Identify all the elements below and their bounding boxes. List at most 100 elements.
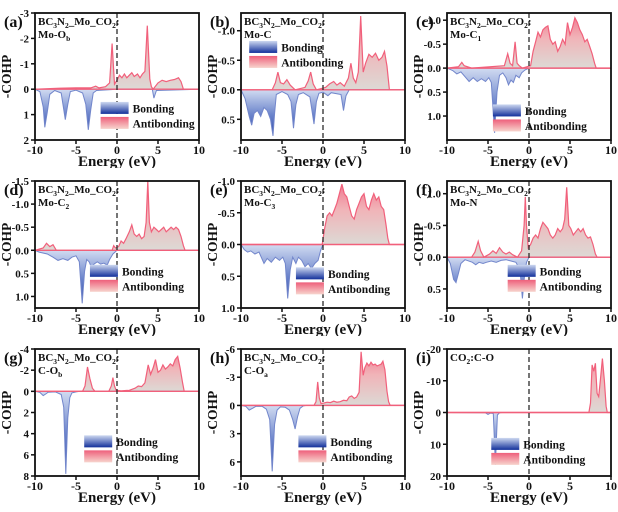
y-tick-label: 4 — [24, 429, 30, 441]
x-tick-label: 10 — [193, 143, 205, 157]
panel-letter: (f) — [416, 182, 432, 199]
panel-title-line: BC3N2_Mo_CO2: — [244, 352, 326, 366]
x-tick-label: -5 — [277, 143, 287, 157]
x-tick-label: -10 — [27, 311, 43, 325]
bonding-curve — [240, 244, 405, 299]
y-tick-label: 0.5 — [427, 87, 441, 99]
x-tick-label: 5 — [567, 143, 573, 157]
y-tick-label: 0.0 — [427, 252, 441, 264]
y-axis-title: -COHP — [0, 223, 14, 267]
x-tick-label: 5 — [155, 479, 161, 493]
y-tick-label: 1.0 — [15, 291, 29, 303]
panel-title-line: Mo-C — [244, 29, 272, 41]
panel-title-line: BC3N2_Mo_CO2: — [38, 16, 120, 30]
legend-bonding-label: Bonding — [281, 42, 323, 54]
panel-f: -1.0 -0.5 0.0 0.5 -10 -5 0 5 10 Energy (eV) -COHP (… — [412, 168, 618, 336]
legend-antibonding-label: Antibonding — [540, 281, 602, 293]
x-tick-label: -10 — [439, 479, 455, 493]
x-tick-label: 10 — [399, 311, 411, 325]
y-tick-label: 1.0 — [427, 111, 441, 123]
panel-letter: (b) — [210, 14, 230, 31]
x-tick-label: -10 — [439, 143, 455, 157]
panel-title-line: BC3N2_Mo_CO2: — [244, 16, 326, 30]
x-tick-label: 5 — [155, 143, 161, 157]
x-tick-label: 5 — [155, 311, 161, 325]
legend-bonding-swatch — [89, 264, 118, 277]
y-tick-label: -3 — [20, 8, 30, 20]
legend-bonding-label: Bonding — [540, 266, 582, 278]
x-tick-label: 0 — [114, 479, 120, 493]
panel-f-chart: -1.0 -0.5 0.0 0.5 -10 -5 0 5 10 Energy (eV) -COHP (… — [412, 180, 617, 336]
x-tick-label: 5 — [361, 311, 367, 325]
panel-title-line: CO2:C-O — [450, 352, 495, 366]
legend-antibonding-label: Antibonding — [525, 121, 587, 133]
y-tick-label: -3 — [226, 372, 236, 384]
legend-bonding-label: Bonding — [328, 269, 370, 281]
y-tick-label: 0 — [230, 400, 236, 412]
panel-d-chart: -1.5 -1.0 -0.5 0.0 0.5 1.0 -10 -5 0 5 10 Energy (eV… — [0, 176, 205, 336]
legend-bonding-swatch — [298, 435, 327, 448]
y-tick-label: 8 — [24, 471, 30, 483]
y-tick-label: -0.5 — [218, 208, 236, 220]
x-tick-label: 0 — [526, 311, 532, 325]
x-tick-label: 10 — [193, 311, 205, 325]
y-tick-label: 1 — [24, 110, 30, 122]
bonding-curve — [34, 390, 199, 474]
panel-title-line: BC3N2_Mo_CO2: — [244, 184, 326, 198]
y-tick-label: 0.0 — [221, 85, 235, 97]
legend-antibonding-swatch — [100, 116, 129, 129]
x-tick-label: 0 — [320, 143, 326, 157]
x-axis-title: Energy (eV) — [78, 322, 156, 336]
legend-antibonding-label: Antibonding — [523, 454, 585, 466]
panel-b: -1.0 -0.5 0.0 0.5 -10 -5 0 5 10 Energy (eV) -COHP (… — [206, 0, 412, 168]
legend-bonding-swatch — [492, 104, 521, 117]
panel-h: -6 -3 0 3 6 -10 -5 0 5 10 Energy (eV) -COHP (h) BC3N2… — [206, 336, 412, 512]
panel-c: -1.0 -0.5 0.0 0.5 1.0 -10 -5 0 5 10 Energy (eV) -CO… — [412, 0, 618, 168]
x-tick-label: 10 — [605, 143, 617, 157]
antibonding-area — [35, 181, 199, 251]
y-tick-label: 0 — [436, 408, 442, 420]
panel-d: -1.5 -1.0 -0.5 0.0 0.5 1.0 -10 -5 0 5 10 Energy (eV… — [0, 168, 206, 336]
y-tick-label: 3 — [230, 429, 236, 441]
y-tick-label: -10 — [426, 376, 441, 388]
x-axis-title: Energy (eV) — [78, 490, 156, 506]
x-tick-label: -5 — [71, 143, 81, 157]
legend-bonding-swatch — [249, 40, 278, 53]
x-tick-label: -5 — [277, 311, 287, 325]
y-tick-label: -1.0 — [218, 176, 236, 188]
legend-antibonding-swatch — [491, 452, 520, 465]
y-tick-label: -1.0 — [424, 189, 442, 201]
panel-a: -3 -2 -1 0 1 2 -10 -5 0 5 10 Energy (eV) -COHP (a) BC3… — [0, 0, 206, 168]
legend-antibonding-swatch — [295, 282, 324, 295]
panel-letter: (a) — [4, 14, 23, 31]
x-tick-label: -10 — [233, 311, 249, 325]
y-tick-label: 1.0 — [221, 303, 235, 315]
antibonding-curve — [447, 358, 611, 414]
panel-c-chart: -1.0 -0.5 0.0 0.5 1.0 -10 -5 0 5 10 Energy (eV) -CO… — [412, 12, 617, 168]
y-tick-label: 0 — [24, 386, 30, 398]
legend-antibonding-label: Antibonding — [122, 281, 184, 293]
x-tick-label: 0 — [114, 143, 120, 157]
antibonding-area — [241, 184, 405, 245]
x-axis-title: Energy (eV) — [78, 154, 156, 168]
y-tick-label: -4 — [20, 344, 30, 356]
x-tick-label: 0 — [114, 311, 120, 325]
panel-letter: (e) — [210, 182, 228, 199]
y-tick-label: -0.5 — [12, 222, 30, 234]
legend-antibonding-label: Antibonding — [330, 452, 392, 464]
x-axis-title: Energy (eV) — [284, 322, 362, 336]
x-tick-label: 10 — [605, 311, 617, 325]
panel-letter: (h) — [210, 350, 230, 367]
legend-bonding-label: Bonding — [523, 439, 565, 451]
legend-bonding-swatch — [100, 101, 129, 114]
y-tick-label: 6 — [230, 457, 236, 469]
legend-bonding-label: Bonding — [525, 106, 567, 118]
legend-bonding-label: Bonding — [133, 103, 175, 115]
antibonding-area — [447, 17, 611, 69]
y-tick-label: -2 — [20, 365, 30, 377]
panel-title-line: Mo-C3 — [244, 197, 276, 211]
panel-e: -1.0 -0.5 0.0 0.5 1.0 -10 -5 0 5 10 Energy (eV) -CO… — [206, 168, 412, 336]
legend-bonding-label: Bonding — [122, 266, 164, 278]
